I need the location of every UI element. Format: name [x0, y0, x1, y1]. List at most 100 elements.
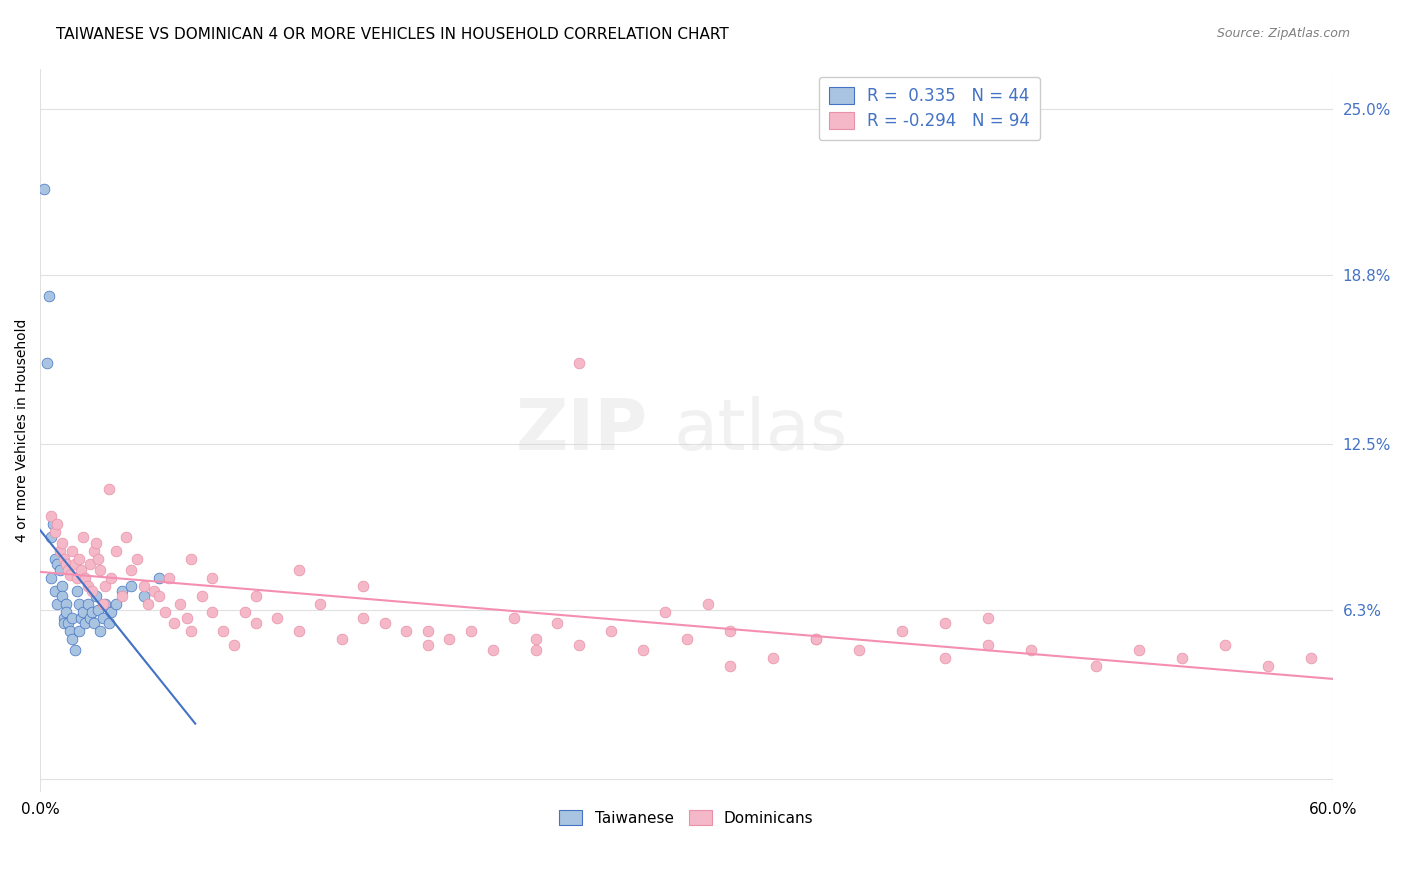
Dominicans	[76, 579, 98, 593]
Dominicans	[891, 624, 914, 639]
Dominicans	[63, 558, 86, 572]
Taiwanese	[100, 606, 122, 620]
Taiwanese	[87, 603, 110, 617]
Taiwanese	[62, 632, 84, 647]
Dominicans	[287, 624, 309, 639]
Dominicans	[201, 606, 224, 620]
Taiwanese	[63, 643, 86, 657]
Dominicans	[1171, 651, 1194, 665]
Taiwanese	[51, 579, 73, 593]
Dominicans	[169, 598, 191, 612]
Dominicans	[153, 606, 176, 620]
Dominicans	[1128, 643, 1150, 657]
Taiwanese	[89, 624, 111, 639]
Dominicans	[1084, 659, 1107, 673]
Taiwanese	[59, 624, 82, 639]
Dominicans	[87, 552, 110, 566]
Dominicans	[72, 530, 94, 544]
Dominicans	[395, 624, 418, 639]
Dominicans	[120, 563, 142, 577]
Taiwanese	[48, 563, 70, 577]
Dominicans	[66, 571, 89, 585]
Dominicans	[352, 611, 374, 625]
Taiwanese	[66, 584, 89, 599]
Text: ZIP: ZIP	[516, 396, 648, 465]
Dominicans	[503, 611, 526, 625]
Taiwanese	[84, 590, 107, 604]
Taiwanese	[44, 584, 66, 599]
Dominicans	[62, 544, 84, 558]
Dominicans	[633, 643, 655, 657]
Dominicans	[266, 611, 288, 625]
Dominicans	[245, 616, 267, 631]
Taiwanese	[52, 611, 75, 625]
Dominicans	[374, 616, 396, 631]
Taiwanese	[80, 606, 103, 620]
Dominicans	[212, 624, 235, 639]
Dominicans	[977, 611, 1000, 625]
Dominicans	[1019, 643, 1042, 657]
Dominicans	[56, 563, 79, 577]
Dominicans	[59, 568, 82, 582]
Dominicans	[718, 624, 741, 639]
Dominicans	[718, 659, 741, 673]
Dominicans	[115, 530, 138, 544]
Dominicans	[44, 524, 66, 539]
Dominicans	[176, 611, 198, 625]
Dominicans	[125, 552, 148, 566]
Taiwanese	[70, 611, 93, 625]
Dominicans	[39, 508, 62, 523]
Dominicans	[84, 535, 107, 549]
Dominicans	[233, 606, 256, 620]
Taiwanese	[72, 606, 94, 620]
Taiwanese	[55, 606, 77, 620]
Dominicans	[481, 643, 503, 657]
Dominicans	[148, 590, 170, 604]
Taiwanese	[111, 584, 134, 599]
Taiwanese	[91, 611, 114, 625]
Dominicans	[352, 579, 374, 593]
Dominicans	[190, 590, 212, 604]
Taiwanese	[39, 530, 62, 544]
Taiwanese	[51, 590, 73, 604]
Taiwanese	[46, 598, 69, 612]
Taiwanese	[35, 356, 58, 370]
Taiwanese	[39, 571, 62, 585]
Dominicans	[100, 571, 122, 585]
Dominicans	[804, 632, 827, 647]
Taiwanese	[42, 516, 65, 531]
Dominicans	[91, 598, 114, 612]
Dominicans	[697, 598, 720, 612]
Taiwanese	[94, 598, 117, 612]
Dominicans	[600, 624, 623, 639]
Dominicans	[80, 584, 103, 599]
Dominicans	[222, 638, 245, 652]
Dominicans	[180, 624, 202, 639]
Taiwanese	[83, 616, 105, 631]
Taiwanese	[55, 598, 77, 612]
Dominicans	[546, 616, 568, 631]
Dominicans	[157, 571, 180, 585]
Dominicans	[136, 598, 159, 612]
Taiwanese	[52, 616, 75, 631]
Taiwanese	[98, 616, 121, 631]
Taiwanese	[38, 289, 60, 303]
Dominicans	[104, 544, 127, 558]
Taiwanese	[75, 616, 97, 631]
Taiwanese	[62, 611, 84, 625]
Dominicans	[83, 544, 105, 558]
Dominicans	[416, 638, 439, 652]
Taiwanese	[79, 611, 101, 625]
Dominicans	[977, 638, 1000, 652]
Dominicans	[111, 590, 134, 604]
Taiwanese	[67, 598, 90, 612]
Taiwanese	[34, 182, 56, 196]
Dominicans	[67, 552, 90, 566]
Dominicans	[46, 516, 69, 531]
Dominicans	[245, 590, 267, 604]
Legend: Taiwanese, Dominicans: Taiwanese, Dominicans	[550, 801, 823, 835]
Dominicans	[309, 598, 332, 612]
Taiwanese	[120, 579, 142, 593]
Taiwanese	[44, 552, 66, 566]
Text: atlas: atlas	[673, 396, 848, 465]
